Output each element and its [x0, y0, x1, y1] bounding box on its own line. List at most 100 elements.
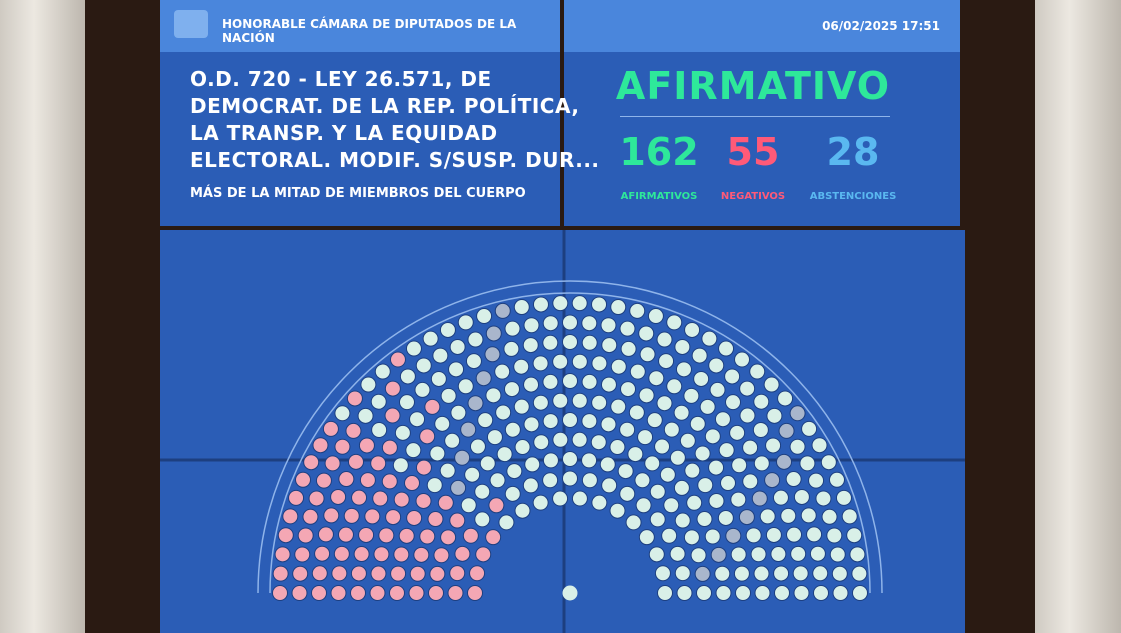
- seat: [291, 585, 308, 601]
- seat: [370, 565, 387, 582]
- seat: [427, 511, 444, 528]
- seat: [486, 429, 503, 446]
- seat: [656, 395, 673, 412]
- seat: [372, 490, 389, 507]
- seat: [793, 585, 810, 601]
- seat: [792, 565, 809, 582]
- seat: [619, 320, 636, 337]
- seat: [590, 434, 607, 451]
- seat: [638, 529, 655, 546]
- seat: [475, 546, 492, 563]
- seat: [674, 565, 691, 582]
- seat: [673, 404, 690, 421]
- seat: [522, 337, 539, 354]
- seat: [714, 565, 731, 582]
- seat: [813, 585, 829, 601]
- seat: [449, 565, 466, 582]
- hemicycle: [160, 230, 965, 633]
- outcome: AFIRMATIVO: [615, 64, 891, 108]
- seat: [752, 421, 769, 438]
- seat: [725, 394, 742, 411]
- seat: [809, 545, 826, 562]
- seat: [350, 565, 367, 582]
- seat: [282, 508, 299, 525]
- seat: [738, 509, 755, 526]
- seat: [562, 373, 578, 389]
- arc: [269, 292, 871, 594]
- seat: [523, 416, 540, 433]
- seat: [324, 455, 341, 472]
- seat: [447, 585, 464, 601]
- seat: [674, 512, 691, 529]
- seat: [345, 422, 362, 439]
- seat: [496, 446, 513, 463]
- seat: [494, 363, 511, 380]
- seat: [337, 526, 354, 543]
- seat: [635, 497, 652, 514]
- seat: [852, 585, 868, 601]
- seat: [646, 412, 663, 429]
- seat: [718, 340, 735, 357]
- seat: [846, 527, 863, 544]
- seat: [311, 565, 328, 582]
- seat: [465, 353, 482, 370]
- seat: [440, 387, 457, 404]
- seat: [601, 477, 618, 494]
- seat: [704, 428, 721, 445]
- seat: [475, 370, 492, 387]
- seat: [591, 494, 608, 511]
- seat: [552, 490, 569, 507]
- seat: [392, 457, 409, 474]
- seat: [378, 527, 395, 544]
- count: 28: [826, 130, 880, 174]
- seat: [488, 497, 505, 514]
- seat: [393, 546, 410, 563]
- seat: [317, 526, 334, 543]
- seat: [460, 497, 477, 514]
- seat: [450, 404, 467, 421]
- seat: [415, 357, 432, 374]
- seat: [657, 585, 673, 601]
- seat: [430, 370, 447, 387]
- seat: [334, 405, 351, 422]
- seat: [532, 355, 549, 372]
- seat: [581, 334, 598, 351]
- divider: [620, 116, 890, 117]
- seat: [484, 346, 501, 363]
- seat: [330, 488, 347, 505]
- seat: [409, 565, 426, 582]
- seat: [610, 299, 627, 316]
- seat: [295, 471, 312, 488]
- seat: [821, 508, 838, 525]
- seat: [450, 479, 467, 496]
- seat: [415, 492, 432, 509]
- seat: [730, 491, 747, 508]
- seat: [581, 472, 598, 489]
- seat: [599, 456, 616, 473]
- seat: [504, 421, 521, 438]
- seat: [679, 432, 696, 449]
- seat: [381, 473, 398, 490]
- seat: [773, 565, 790, 582]
- seat: [457, 314, 474, 331]
- seat: [649, 483, 666, 500]
- seat: [489, 472, 506, 489]
- seat: [360, 376, 377, 393]
- seat: [725, 527, 742, 544]
- seat: [734, 351, 751, 368]
- seat: [369, 585, 386, 601]
- seat: [562, 451, 578, 467]
- seat: [666, 378, 683, 395]
- seat: [272, 585, 288, 601]
- seat: [523, 376, 540, 393]
- seat: [399, 368, 416, 385]
- seat: [753, 455, 770, 472]
- seat: [789, 438, 806, 455]
- seat: [826, 527, 843, 544]
- seat: [742, 439, 759, 456]
- seat: [467, 395, 484, 412]
- seat: [385, 509, 402, 526]
- seat: [777, 390, 794, 407]
- seat: [370, 393, 387, 410]
- seat: [849, 546, 866, 563]
